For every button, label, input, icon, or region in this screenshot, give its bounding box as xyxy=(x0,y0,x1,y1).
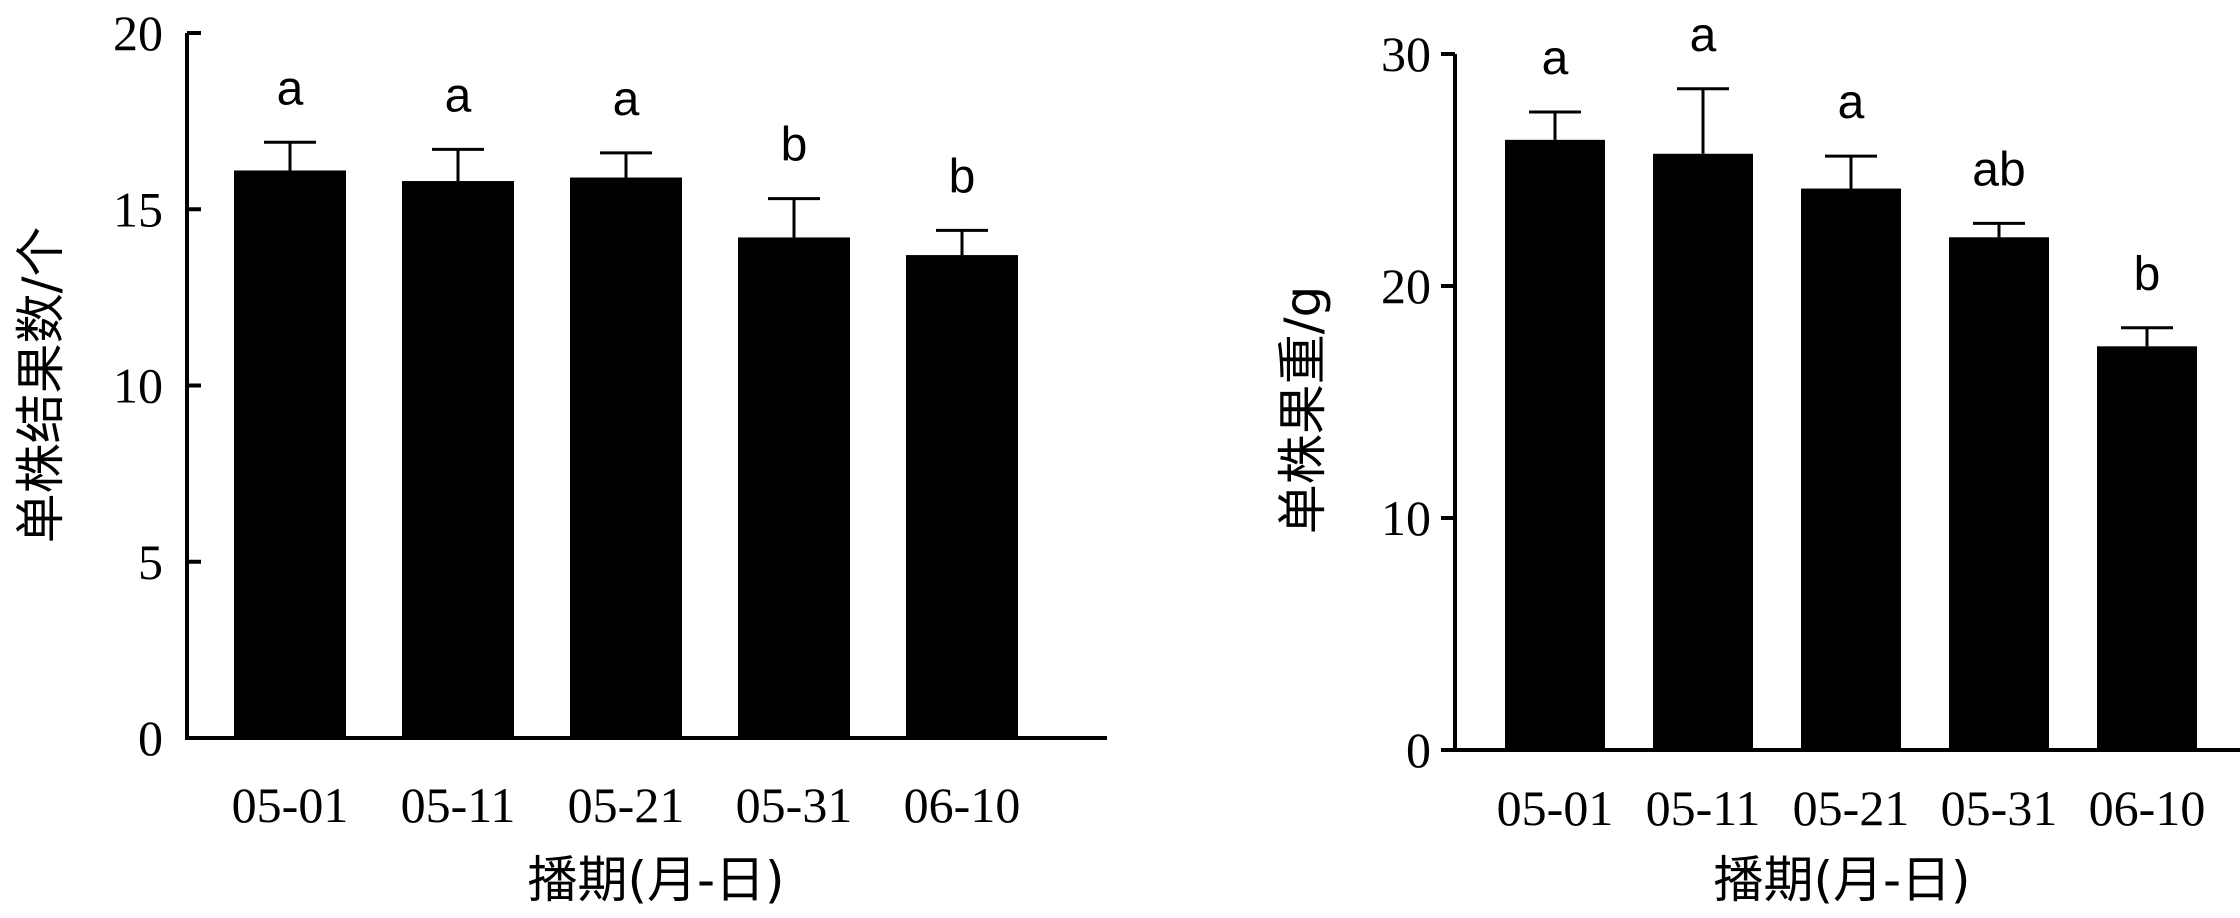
bar-05-21 xyxy=(570,177,682,738)
x-tick-label: 05-31 xyxy=(736,777,853,833)
chart-fruit-weight: a 05-01 a 05-11 a 05-21 ab 05-31 b 06-10 0 10 20 30 单株… xyxy=(1274,9,2240,909)
y-tick-label: 5 xyxy=(138,534,163,590)
y-tick-label: 10 xyxy=(113,358,163,414)
significance-label: b xyxy=(2134,248,2161,301)
y-tick-label: 20 xyxy=(1381,258,1431,314)
bar-05-31 xyxy=(1949,237,2049,750)
significance-label: a xyxy=(1838,76,1865,129)
significance-label: a xyxy=(1690,9,1717,62)
y-tick-label: 15 xyxy=(113,181,163,237)
significance-label: a xyxy=(445,69,472,122)
x-tick-label: 05-11 xyxy=(1646,780,1761,836)
y-tick-label: 10 xyxy=(1381,490,1431,546)
bar-05-11 xyxy=(1653,153,1753,750)
y-tick-label: 0 xyxy=(1406,722,1431,778)
x-tick-label: 06-10 xyxy=(904,777,1021,833)
bar-06-10 xyxy=(906,255,1018,738)
bar-06-10 xyxy=(2097,346,2197,750)
bar-05-31 xyxy=(738,237,850,738)
x-tick-label: 05-31 xyxy=(1941,780,2058,836)
significance-label: ab xyxy=(1972,143,2025,196)
y-axis-title: 单株结果数/个 xyxy=(12,227,70,544)
bar-05-21 xyxy=(1801,188,1901,750)
y-tick-label: 0 xyxy=(138,710,163,766)
bar-05-11 xyxy=(402,181,514,739)
significance-label: b xyxy=(781,119,808,172)
x-tick-label: 05-21 xyxy=(1793,780,1910,836)
bar-05-01 xyxy=(1505,139,1605,751)
x-tick-label: 05-21 xyxy=(568,777,685,833)
significance-label: a xyxy=(613,73,640,126)
y-axis-title: 单株果重/g xyxy=(1274,286,1332,535)
significance-label: a xyxy=(277,62,304,115)
x-axis-title: 播期(月-日) xyxy=(1713,851,1970,909)
chart-fruit-count: a 05-01 a 05-11 a 05-21 b 05-31 b 06-10 0 5 10 15 20 单株… xyxy=(12,5,1107,909)
bar-05-01 xyxy=(234,170,346,739)
x-tick-label: 05-01 xyxy=(232,777,349,833)
y-tick-label: 30 xyxy=(1381,26,1431,82)
x-tick-label: 05-11 xyxy=(401,777,516,833)
significance-label: a xyxy=(1542,32,1569,85)
x-axis-title: 播期(月-日) xyxy=(527,851,784,909)
x-tick-label: 06-10 xyxy=(2089,780,2206,836)
x-tick-label: 05-01 xyxy=(1497,780,1614,836)
significance-label: b xyxy=(949,150,976,203)
y-tick-label: 20 xyxy=(113,5,163,61)
